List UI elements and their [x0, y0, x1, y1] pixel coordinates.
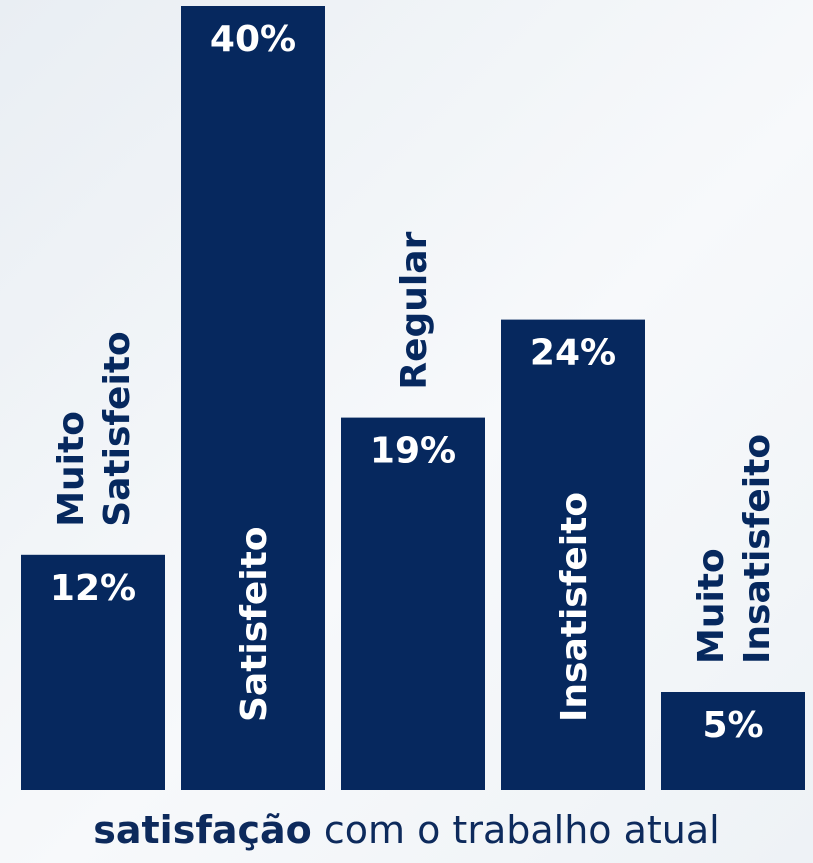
bar-4 — [501, 319, 645, 790]
category-label-line: Muito — [51, 411, 92, 527]
category-label-line: Insatisfeito — [554, 492, 595, 722]
category-label-5: Muito Insatisfeito — [691, 434, 778, 664]
bar-3 — [341, 417, 485, 790]
category-label-4: Insatisfeito — [554, 492, 595, 722]
category-label-line: Muito — [691, 548, 732, 664]
caption-bold: satisfação — [93, 808, 312, 852]
category-label-line: Insatisfeito — [737, 434, 778, 664]
category-label-line: Satisfeito — [234, 526, 275, 722]
category-label-1: Muito Satisfeito — [51, 331, 138, 527]
bar-1 — [21, 554, 165, 790]
category-label-3: Regular — [394, 231, 435, 389]
value-label-1: 12% — [50, 568, 136, 609]
bar-2 — [181, 6, 325, 790]
caption-rest: com o trabalho atual — [311, 808, 720, 852]
value-label-5: 5% — [702, 705, 763, 746]
category-label-line: Satisfeito — [97, 331, 138, 527]
chart-caption: satisfação com o trabalho atual — [0, 808, 813, 852]
value-label-3: 19% — [370, 431, 456, 472]
bar-chart: 12%Muito Satisfeito40%Satisfeito19%Regula… — [21, 6, 805, 790]
category-label-2: Satisfeito — [234, 526, 275, 722]
value-label-4: 24% — [530, 333, 616, 374]
bar-5 — [661, 692, 805, 790]
category-label-line: Regular — [394, 231, 435, 389]
value-label-2: 40% — [210, 19, 296, 60]
